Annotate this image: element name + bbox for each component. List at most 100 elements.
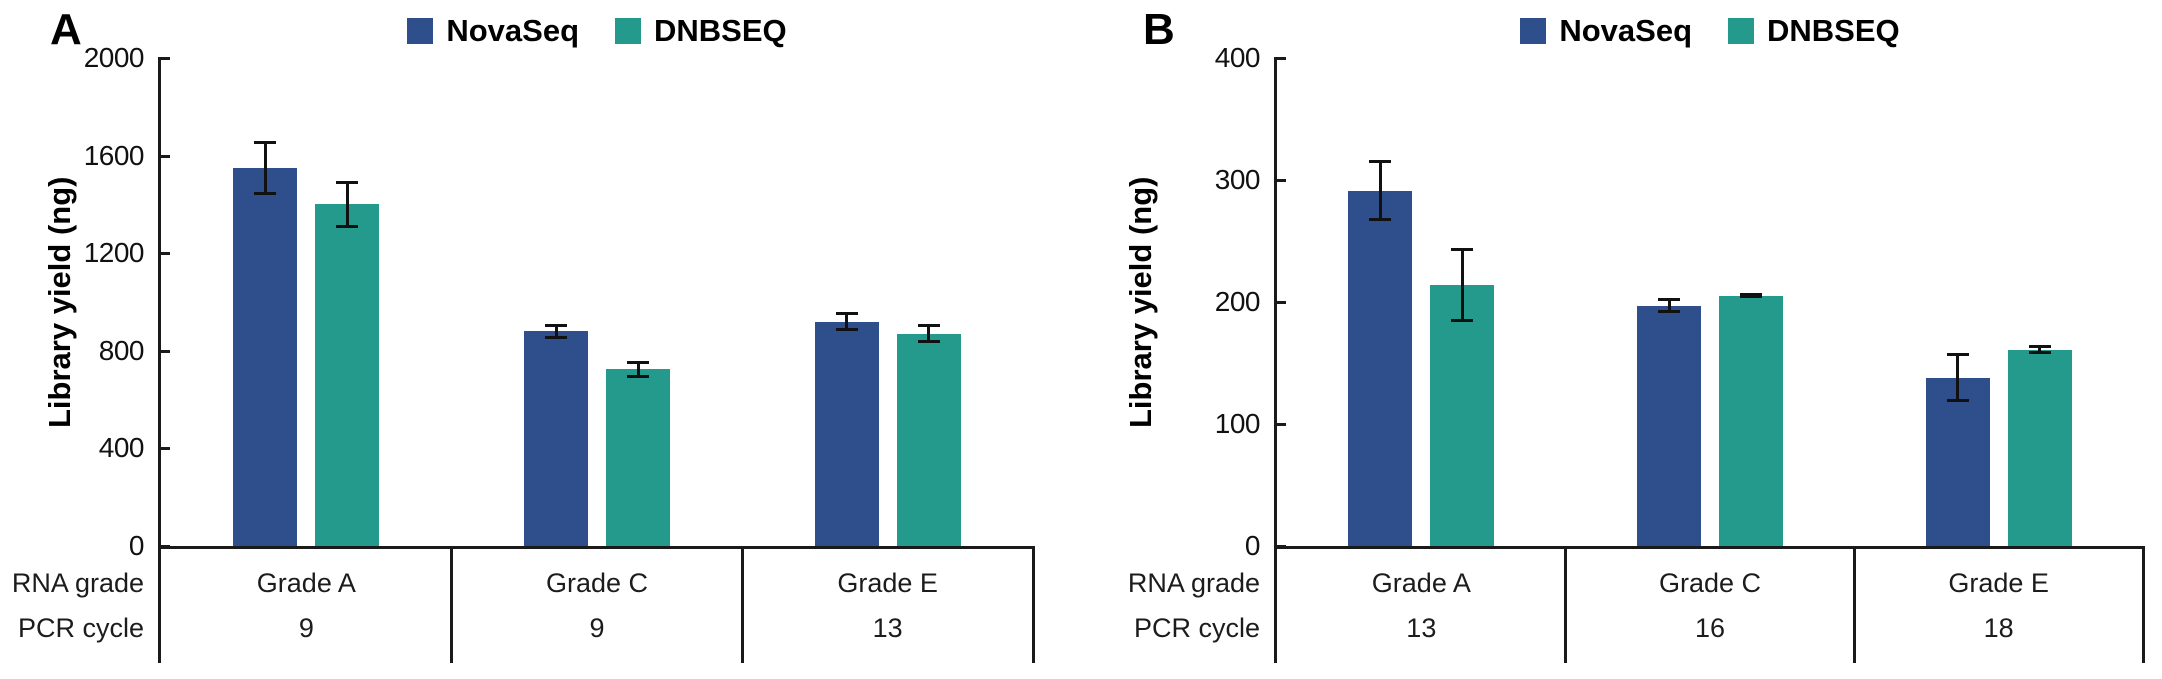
error-bar-cap-bottom: [835, 327, 858, 331]
legend: NovaSeq DNBSEQ: [161, 13, 1033, 49]
error-bar-cap-top: [917, 323, 940, 327]
y-tick-label: 0: [1244, 530, 1261, 561]
y-tick-label: 400: [98, 432, 145, 464]
y-tick-label: 2000: [83, 42, 145, 73]
error-bar-cap-bottom: [917, 340, 940, 344]
error-bar-cap-top: [627, 360, 649, 364]
panel-label-a: A: [50, 5, 82, 54]
y-axis-line: [158, 57, 161, 663]
table-divider: [1031, 546, 1035, 663]
bar-dnbseq-grade-c: [1719, 295, 1783, 546]
table-divider: [2141, 546, 2145, 663]
pcr-cycle-cell: 9: [589, 613, 605, 643]
y-tick-mark: [161, 447, 170, 451]
y-tick-mark: [161, 349, 170, 353]
bar-novaseq-grade-c: [524, 331, 588, 546]
y-tick-mark: [1277, 179, 1286, 182]
y-tick-label: 1200: [83, 237, 145, 269]
y-tick-label: 0: [128, 530, 145, 561]
legend-label: NovaSeq: [1559, 13, 1693, 48]
pcr-cycle-cell: 9: [298, 613, 314, 643]
error-bar-cap-top: [1946, 353, 1969, 357]
error-bar-line: [1378, 160, 1382, 222]
legend-label: NovaSeq: [446, 13, 580, 48]
error-bar-cap-top: [254, 140, 277, 144]
legend-item-novaseq: NovaSeq: [1520, 13, 1692, 49]
rna-grade-cell: Grade E: [1948, 568, 2049, 598]
table-divider: [450, 546, 454, 663]
y-tick-label: 100: [1214, 408, 1261, 439]
error-bar-cap-bottom: [254, 191, 277, 195]
table-divider: [1564, 546, 1568, 663]
legend-swatch-icon: [615, 18, 642, 44]
legend-item-dnbseq: DNBSEQ: [615, 13, 787, 49]
error-bar-line: [927, 323, 931, 344]
legend-label: DNBSEQ: [1767, 13, 1900, 48]
error-bar-line: [1956, 353, 1960, 403]
pcr-cycle-cell: 13: [1406, 613, 1437, 643]
error-bar-cap-top: [336, 181, 359, 185]
error-bar-line: [263, 140, 267, 195]
y-axis-title: Library yield (ng): [42, 176, 77, 428]
error-bar-line: [2038, 344, 2042, 355]
bar-novaseq-grade-c: [1637, 305, 1701, 546]
row-header-pcr-cycle: PCR cycle: [1133, 613, 1260, 643]
bar-dnbseq-grade-a: [1430, 284, 1495, 546]
error-bar-cap-top: [835, 312, 858, 316]
error-bar-line: [1667, 298, 1671, 313]
bar-dnbseq-grade-c: [606, 369, 670, 546]
y-tick-label: 200: [1214, 286, 1261, 317]
bar-dnbseq-grade-e: [2007, 349, 2072, 546]
bar-novaseq-grade-a: [1348, 190, 1413, 546]
panel-label-b: B: [1143, 5, 1175, 54]
y-tick-label: 1600: [83, 139, 145, 171]
y-tick-mark: [1277, 57, 1286, 60]
legend-item-dnbseq: DNBSEQ: [1728, 13, 1900, 49]
panel-b: B NovaSeq DNBSEQ Library yield (ng) 0 100 200 3…: [1081, 0, 2162, 679]
bar-novaseq-grade-a: [233, 167, 298, 546]
x-axis-line: [158, 546, 1033, 549]
rna-grade-cell: Grade C: [1658, 568, 1761, 598]
legend-swatch-icon: [407, 18, 434, 44]
y-tick-label: 800: [98, 334, 145, 366]
y-tick-mark: [1277, 301, 1286, 304]
error-bar-line: [554, 323, 558, 339]
row-header-rna-grade: RNA grade: [11, 568, 144, 598]
legend-swatch-icon: [1520, 18, 1547, 44]
error-bar-cap-top: [2028, 344, 2051, 348]
rna-grade-cell: Grade E: [837, 568, 938, 598]
panel-a: A NovaSeq DNBSEQ Library yield (ng) 0 400 800 1…: [11, 5, 1035, 663]
y-tick-label: 300: [1214, 164, 1261, 195]
pcr-cycle-cell: 18: [1983, 613, 2014, 643]
rna-grade-cell: Grade A: [256, 568, 356, 598]
pcr-cycle-cell: 13: [872, 613, 903, 643]
error-bar-cap-bottom: [336, 224, 359, 228]
error-bar-cap-bottom: [1451, 318, 1474, 322]
error-bar-cap-top: [1451, 248, 1474, 252]
error-bar-cap-bottom: [1740, 295, 1762, 299]
bar-dnbseq-grade-e: [896, 333, 961, 546]
error-bar-cap-top: [1658, 298, 1680, 302]
table-divider: [1852, 546, 1856, 663]
bar-novaseq-grade-e: [1925, 377, 1990, 546]
x-axis-line: [1274, 546, 2143, 549]
legend-swatch-icon: [1728, 18, 1755, 44]
legend: NovaSeq DNBSEQ: [1277, 13, 2143, 49]
pcr-cycle-cell: 16: [1694, 613, 1725, 643]
rna-grade-cell: Grade A: [1371, 568, 1471, 598]
error-bar-line: [345, 181, 349, 228]
error-bar-cap-bottom: [1658, 309, 1680, 313]
error-bar-cap-bottom: [1946, 399, 1969, 403]
error-bar-line: [845, 312, 849, 331]
error-bar-cap-top: [1740, 293, 1762, 297]
error-bar-cap-top: [1369, 160, 1392, 164]
row-header-pcr-cycle: PCR cycle: [17, 613, 144, 643]
rna-grade-cell: Grade C: [545, 568, 648, 598]
error-bar-cap-top: [545, 323, 567, 327]
error-bar-cap-bottom: [2028, 351, 2051, 355]
y-tick-mark: [161, 57, 170, 60]
row-header-rna-grade: RNA grade: [1127, 568, 1260, 598]
y-axis-line: [1274, 57, 1277, 663]
error-bar-line: [1460, 248, 1464, 322]
